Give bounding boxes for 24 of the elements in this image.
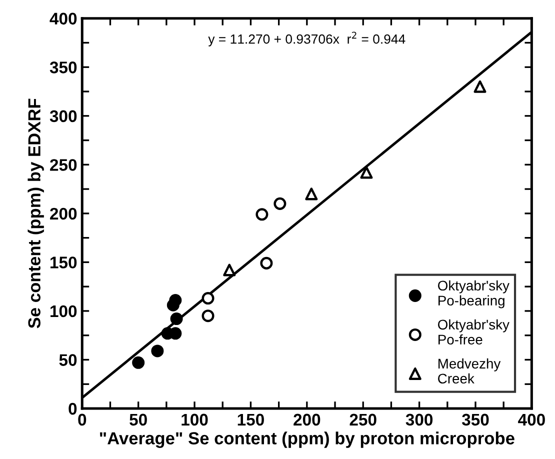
y-tick-label: 200 xyxy=(50,208,77,220)
y-tick-label: 400 xyxy=(50,12,77,25)
x-tick-label: 150 xyxy=(238,414,264,426)
legend-label: Oktyabr'sky Po-free xyxy=(438,319,510,345)
y-tick-label: 300 xyxy=(50,110,77,122)
x-tick-label: 300 xyxy=(406,414,433,426)
x-tick-label: 250 xyxy=(350,414,376,426)
legend-label: Oktyabr'sky Po-bearing xyxy=(438,280,510,308)
legend-label: Medvezhy Creek xyxy=(438,358,501,384)
x-tick-label: 50 xyxy=(130,414,147,426)
y-tick-label: 0 xyxy=(68,402,77,415)
y-tick-label: 100 xyxy=(50,305,77,318)
x-tick-label: 350 xyxy=(462,414,489,426)
x-tick-label: 400 xyxy=(518,414,545,426)
y-tick-label: 350 xyxy=(50,62,77,74)
x-tick-label: 0 xyxy=(78,414,86,426)
y-tick-label: 150 xyxy=(50,256,77,268)
x-tick-label: 100 xyxy=(182,414,208,426)
y-axis-title: Se content (ppm) by EDXRF xyxy=(28,98,44,328)
y-tick-label: 250 xyxy=(50,159,77,171)
annotation: y = 11.270 + 0.93706x r$^{2}$ = 0.944 xyxy=(208,32,406,46)
x-axis-title: "Average" Se content (ppm) by proton microprobe xyxy=(100,432,514,448)
y-tick-label: 50 xyxy=(59,354,77,366)
x-tick-label: 200 xyxy=(294,414,320,426)
